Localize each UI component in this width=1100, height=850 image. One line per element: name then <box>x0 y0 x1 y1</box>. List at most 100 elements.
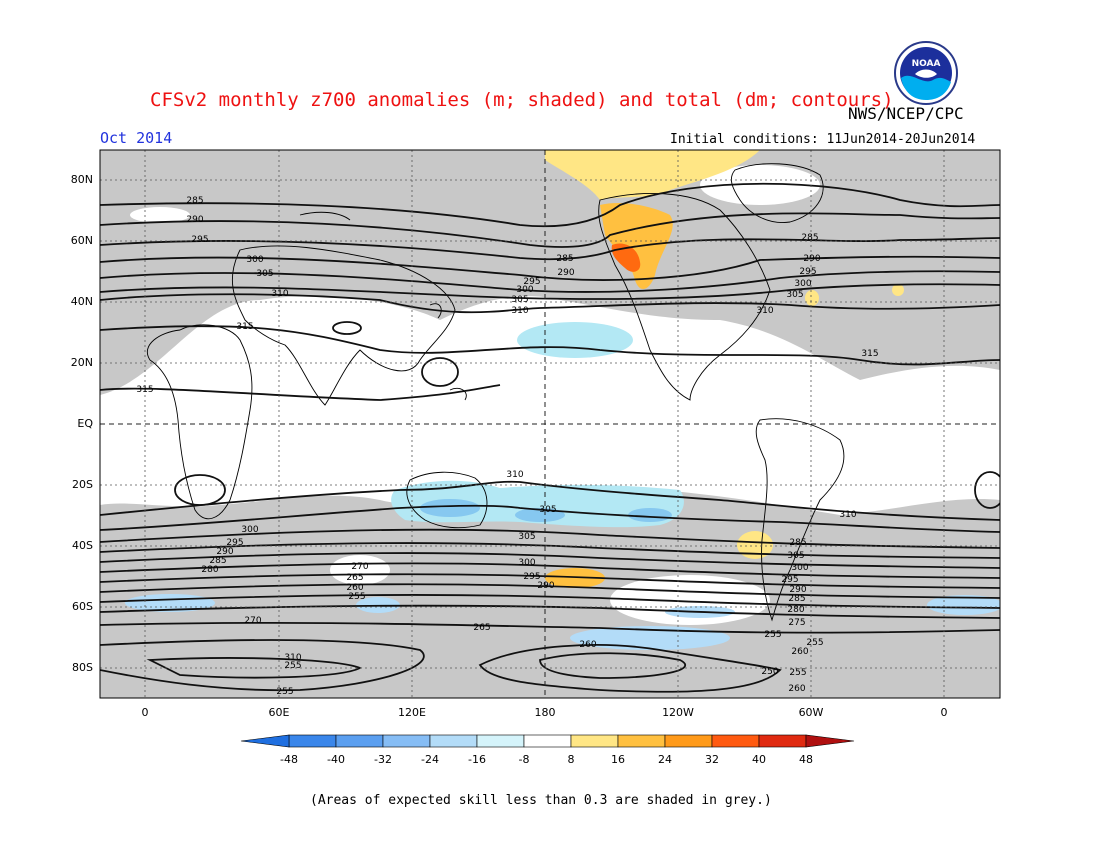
contour-label: 285 <box>186 196 203 206</box>
positive-anomaly-area <box>611 243 641 272</box>
contour-label: 295 <box>191 235 208 245</box>
contour-label: 265 <box>473 623 490 633</box>
near-normal-area <box>700 165 820 205</box>
latitude-label: 20N <box>71 356 93 369</box>
north-america-coast <box>598 192 771 401</box>
colorbar-label: -24 <box>421 753 439 766</box>
greenland-coast <box>730 163 824 223</box>
contour-label: 310 <box>284 653 301 663</box>
contour-label: 300 <box>241 525 258 535</box>
contour-label: 300 <box>794 279 811 289</box>
colorbar-label: -32 <box>374 753 392 766</box>
reference-lines <box>100 150 1000 698</box>
positive-anomaly-area <box>805 290 819 306</box>
contour-label: 305 <box>787 551 804 561</box>
contour-label: 285 <box>788 594 805 604</box>
contour-label: 285 <box>209 556 226 566</box>
chart-title: CFSv2 monthly z700 anomalies (m; shaded)… <box>150 89 894 111</box>
negative-anomaly-area <box>927 595 1000 615</box>
colorbar-label: -16 <box>468 753 486 766</box>
contour-label: 315 <box>136 385 153 395</box>
positive-anomaly-area <box>545 568 605 588</box>
coastlines <box>147 163 845 622</box>
contour-label: 260 <box>346 583 363 593</box>
height-contours <box>100 182 1000 693</box>
longitude-label: 120W <box>662 706 694 719</box>
longitude-label: 60E <box>269 706 290 719</box>
contour-label: 285 <box>556 254 573 264</box>
colorbar-label: 48 <box>799 753 813 766</box>
contour-label: 305 <box>256 269 273 279</box>
longitude-label: 120E <box>398 706 426 719</box>
contour-label: 300 <box>791 563 808 573</box>
eurasia-coast <box>231 245 456 406</box>
colorbar-low-arrow <box>240 734 290 748</box>
colorbar-segment <box>617 734 666 748</box>
contour-label: 300 <box>518 558 535 568</box>
contour-label: 255 <box>764 630 781 640</box>
longitude-label: 0 <box>941 706 948 719</box>
contour-label: 250 <box>761 667 778 677</box>
contour-label: 270 <box>244 616 261 626</box>
australia-coast <box>406 471 488 529</box>
contour-label: 255 <box>348 592 365 602</box>
map-frame <box>99 149 1001 699</box>
contour-label: 255 <box>284 661 301 671</box>
negative-anomaly-area <box>517 322 633 358</box>
negative-anomaly-area <box>628 508 672 522</box>
contour-label: 275 <box>788 618 805 628</box>
near-normal-area <box>100 296 1000 515</box>
contour-label: 290 <box>803 254 820 264</box>
contour-label: 295 <box>781 575 798 585</box>
near-normal-area <box>320 315 380 335</box>
latitude-label: 80S <box>72 661 93 674</box>
longitude-label: 0 <box>142 706 149 719</box>
latitude-label: 20S <box>72 478 93 491</box>
colorbar: -48 -40 -32 -24 -16 -8 8 16 24 32 40 48 <box>240 734 855 766</box>
contour-label: 305 <box>518 532 535 542</box>
longitude-label: 180 <box>535 706 556 719</box>
initial-conditions: Initial conditions: 11Jun2014-20Jun2014 <box>670 132 976 147</box>
skill-footnote: (Areas of expected skill less than 0.3 a… <box>310 793 772 808</box>
colorbar-segment <box>523 734 572 748</box>
contour-label: 310 <box>506 470 523 480</box>
colorbar-segment <box>288 734 337 748</box>
contour-label: 295 <box>523 277 540 287</box>
colorbar-label: -40 <box>327 753 345 766</box>
latitude-label: EQ <box>77 417 93 430</box>
noaa-logo-icon: NOAA <box>894 41 958 105</box>
contour-label: 305 <box>511 295 528 305</box>
logo-lettering: NOAA <box>912 59 941 69</box>
contour-label: 255 <box>276 687 293 697</box>
contour-label: 300 <box>516 285 533 295</box>
latitude-label: 60N <box>71 234 93 247</box>
colorbar-label: -48 <box>280 753 298 766</box>
negative-anomaly-area <box>420 499 480 517</box>
contour-label: 290 <box>216 547 233 557</box>
contour-label: 290 <box>557 268 574 278</box>
contour-label: 285 <box>801 233 818 243</box>
colorbar-label: 32 <box>705 753 719 766</box>
contour-label: 260 <box>579 640 596 650</box>
contour-label: 270 <box>351 562 368 572</box>
colorbar-segment <box>664 734 713 748</box>
contour-label: 315 <box>236 322 253 332</box>
latitude-label: 40N <box>71 295 93 308</box>
colorbar-segment <box>711 734 760 748</box>
contour-label: 255 <box>789 668 806 678</box>
negative-anomaly-area <box>356 597 400 613</box>
contour-label: 260 <box>791 647 808 657</box>
contour-labels: 2852902953003053103153152852902953003053… <box>136 196 878 697</box>
latitude-label: 80N <box>71 173 93 186</box>
contour-label: 305 <box>539 505 556 515</box>
positive-anomaly-area <box>545 150 760 200</box>
axis-labels: 80N 60N 40N 20N EQ 20S 40S 60S 80S 0 60E 120E 180 120… <box>71 173 948 719</box>
island-coasts <box>299 211 467 401</box>
contour-label: 295 <box>799 267 816 277</box>
contour-label: 300 <box>246 255 263 265</box>
contour-label: 280 <box>787 605 804 615</box>
contour-label: 290 <box>789 585 806 595</box>
contour-label: 260 <box>788 684 805 694</box>
contour-label: 310 <box>756 306 773 316</box>
contour-label: 265 <box>346 573 363 583</box>
